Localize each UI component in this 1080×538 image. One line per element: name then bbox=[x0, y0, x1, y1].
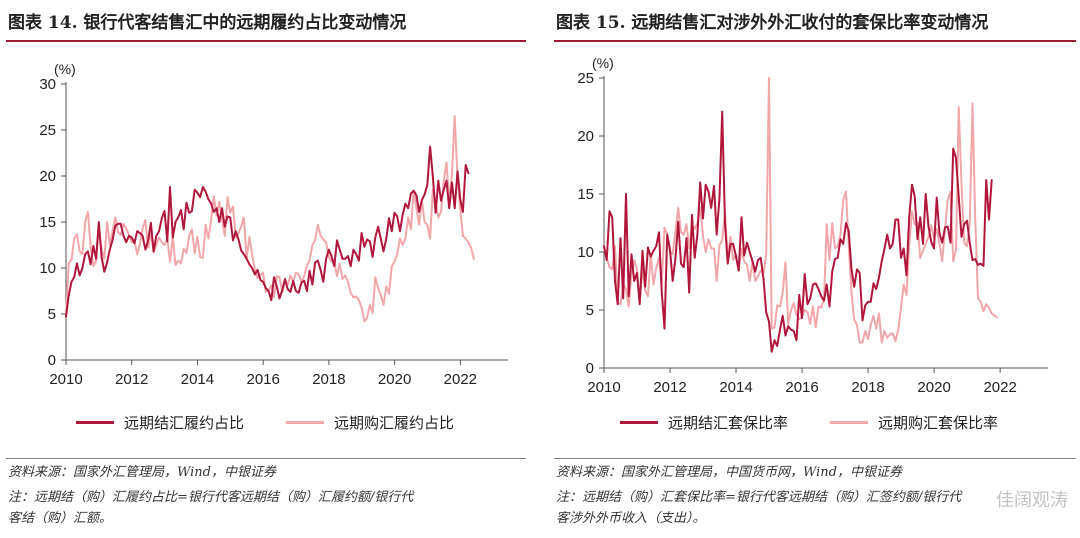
x-tick-label: 2016 bbox=[785, 379, 818, 396]
series-line bbox=[65, 115, 475, 323]
source-rule bbox=[554, 458, 1076, 459]
right-panel: 图表 15. 远期结售汇对涉外外汇收付的套保比率变动情况 (%) 0 5 10 15 20… bbox=[548, 0, 1080, 538]
series-line bbox=[603, 110, 993, 353]
legend-swatch bbox=[286, 421, 324, 424]
legend-label: 远期购汇套保比率 bbox=[878, 414, 999, 432]
x-tick-label: 2020 bbox=[378, 371, 411, 388]
y-axis-label: (%) bbox=[54, 61, 76, 77]
y-tick-label: 20 bbox=[39, 168, 56, 185]
x-tick-label: 2020 bbox=[917, 379, 950, 396]
legend-label: 远期结汇套保比率 bbox=[668, 414, 789, 432]
title-rule bbox=[6, 40, 526, 42]
x-tick-label: 2016 bbox=[246, 371, 279, 388]
x-tick-label: 2012 bbox=[115, 371, 148, 388]
x-tick-label: 2014 bbox=[181, 371, 214, 388]
footnote-line: 客结（购）汇额。 bbox=[8, 511, 113, 526]
x-tick-label: 2012 bbox=[653, 379, 686, 396]
y-tick-label: 0 bbox=[586, 360, 594, 377]
footnote-line: 客涉外外币收入（支出）。 bbox=[556, 511, 706, 526]
x-tick-label: 2022 bbox=[444, 371, 477, 388]
legend-swatch bbox=[830, 421, 868, 424]
legend-item: 远期结汇履约占比 bbox=[76, 412, 244, 433]
series-line bbox=[65, 145, 470, 318]
chart-title: 图表 15. 远期结售汇对涉外外汇收付的套保比率变动情况 bbox=[556, 13, 989, 33]
y-tick-label: 30 bbox=[39, 76, 56, 93]
y-tick-label: 10 bbox=[577, 244, 594, 261]
legend-swatch bbox=[76, 421, 114, 424]
x-tick-label: 2010 bbox=[49, 371, 82, 388]
source-rule bbox=[6, 458, 526, 459]
legend-item: 远期结汇套保比率 bbox=[620, 412, 788, 433]
watermark-logo: 佳阔观涛 bbox=[996, 490, 1068, 511]
x-tick-label: 2010 bbox=[587, 379, 620, 396]
legend-label: 远期结汇履约占比 bbox=[124, 414, 245, 432]
x-tick-label: 2014 bbox=[719, 379, 752, 396]
chart-title: 图表 14. 银行代客结售汇中的远期履约占比变动情况 bbox=[8, 13, 407, 33]
legend-item: 远期购汇套保比率 bbox=[830, 412, 998, 433]
source-note: 资料来源：国家外汇管理局，中国货币网，Wind，中银证券 bbox=[556, 465, 902, 480]
y-tick-label: 5 bbox=[586, 302, 594, 319]
x-tick-label: 2018 bbox=[312, 371, 345, 388]
line-chart: (%) 0 5 10 15 20 25 2010 2012 2014 2016 2018 2020 202… bbox=[577, 55, 1048, 396]
source-note: 资料来源：国家外汇管理局，Wind，中银证券 bbox=[8, 465, 276, 480]
y-axis-label: (%) bbox=[592, 55, 614, 71]
y-tick-label: 10 bbox=[39, 260, 56, 277]
x-tick-label: 2022 bbox=[983, 379, 1016, 396]
line-chart: (%) 0 5 10 15 20 25 30 2010 2012 2014 2016 2018 2020 2… bbox=[39, 61, 508, 388]
y-tick-label: 0 bbox=[48, 352, 56, 369]
y-tick-label: 15 bbox=[39, 214, 56, 231]
y-tick-label: 25 bbox=[39, 122, 56, 139]
title-rule bbox=[554, 40, 1076, 42]
footnote-line: 注：远期结（购）汇套保比率=银行代客远期结（购）汇签约额/银行代 bbox=[556, 490, 962, 505]
footnote-line: 注：远期结（购）汇履约占比=银行代客远期结（购）汇履约额/银行代 bbox=[8, 490, 414, 505]
x-tick-label: 2018 bbox=[851, 379, 884, 396]
y-tick-label: 25 bbox=[577, 70, 594, 87]
y-tick-label: 20 bbox=[577, 128, 594, 145]
left-panel: 图表 14. 银行代客结售汇中的远期履约占比变动情况 (%) 0 5 10 15 20 25… bbox=[0, 0, 530, 538]
legend-label: 远期购汇履约占比 bbox=[334, 414, 455, 432]
legend-item: 远期购汇履约占比 bbox=[286, 412, 454, 433]
y-tick-label: 15 bbox=[577, 186, 594, 203]
legend-swatch bbox=[620, 421, 658, 424]
y-tick-label: 5 bbox=[48, 306, 56, 323]
